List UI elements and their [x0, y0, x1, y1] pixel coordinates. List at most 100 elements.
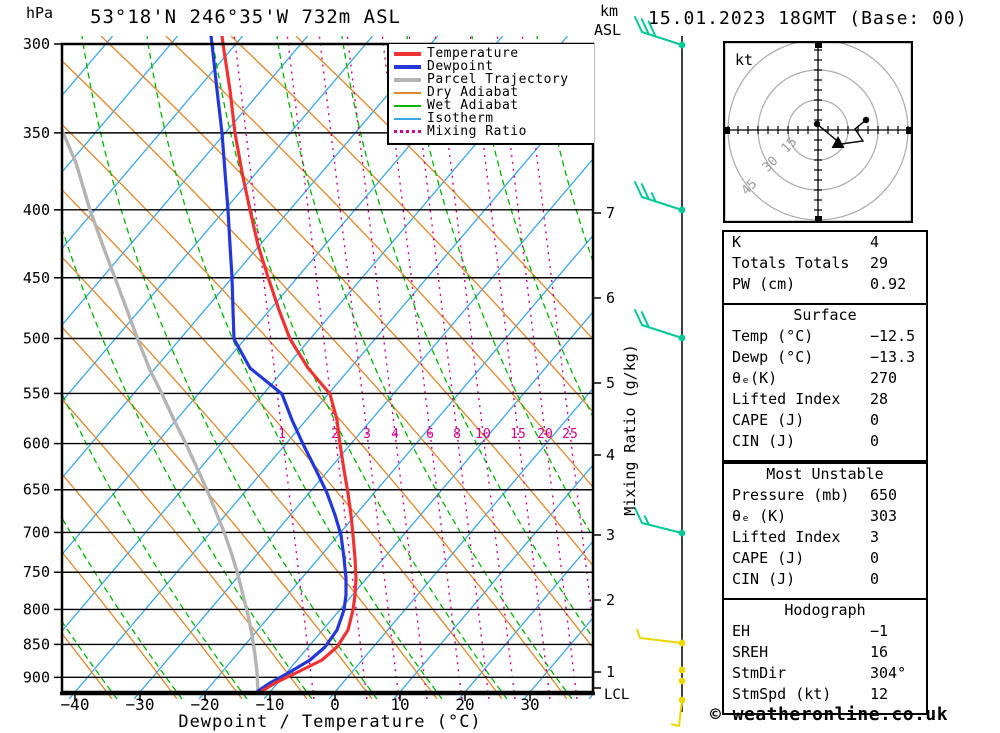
wind-barb: [670, 696, 686, 727]
row-label: Temp (°C): [732, 327, 814, 345]
stats-table-surface: Surface Temp (°C) −12.5 Dewp (°C) −13.3 θₑ(K)…: [722, 303, 928, 462]
dry-adiabat-line: [62, 632, 113, 699]
pressure-tick-label: 650: [23, 481, 50, 499]
row-value: 0.92: [870, 275, 907, 293]
hodograph-ring-label: 15: [779, 135, 801, 157]
row-value: −12.5: [870, 327, 916, 345]
row-label: θₑ (K): [732, 507, 787, 525]
row-label: CIN (J): [732, 432, 796, 450]
temp-tick-label: 0: [330, 695, 340, 714]
legend-entry-temperature: Temperature: [389, 46, 594, 61]
isotherm-line: [458, 540, 593, 699]
row-value: 0: [870, 411, 880, 429]
legend-entry-parcel-trajectory: Parcel Trajectory: [389, 72, 594, 87]
pressure-tick-label: 700: [23, 523, 50, 541]
mixing-ratio-value: 25: [562, 427, 578, 442]
row-label: SREH: [732, 643, 769, 661]
mixing-ratio-value: 4: [391, 427, 399, 442]
dry-adiabat-line: [62, 188, 503, 699]
row-value: 0: [870, 549, 880, 567]
wet-adiabat-line: [341, 36, 593, 639]
legend-label: Temperature: [427, 46, 519, 61]
copyright-credit: © weatheronline.co.uk: [710, 704, 949, 725]
pressure-tick-label: 450: [23, 269, 50, 287]
hodograph-dot-marker: [862, 116, 870, 124]
stats-table-hodograph: Hodograph EH −1 SREH 16 StmDir 304° StmSpd (kt)…: [722, 598, 928, 715]
legend-entry-wet-adiabat: Wet Adiabat: [389, 98, 594, 113]
isotherm-line: [198, 234, 593, 699]
wind-barb: [634, 507, 686, 537]
wind-barb: [636, 628, 686, 647]
legend-label: Wet Adiabat: [427, 98, 519, 113]
row-value: 0: [870, 570, 880, 588]
pressure-tick-label: 400: [23, 201, 50, 219]
pressure-tick-label: 900: [23, 668, 50, 686]
table-row: Temp (°C) −12.5: [724, 326, 926, 347]
table-row: SREH 16: [724, 642, 926, 663]
pressure-tick-label: 750: [23, 563, 50, 581]
row-value: 270: [870, 369, 898, 387]
row-label: Dewp (°C): [732, 348, 814, 366]
row-label: StmSpd (kt): [732, 685, 832, 703]
lcl-label: LCL: [604, 687, 629, 703]
mixing-ratio-line: [233, 36, 315, 699]
legend-label: Mixing Ratio: [427, 124, 527, 139]
row-value: 3: [870, 528, 880, 546]
dry-adiabat-line: [62, 398, 308, 699]
mixing-ratio-value: 1: [278, 427, 286, 442]
mixing-ratio-value: 20: [537, 427, 553, 442]
row-label: Lifted Index: [732, 390, 841, 408]
hodograph-triangle-marker: [831, 136, 845, 148]
km-tick-label: 5: [606, 374, 615, 392]
mixing-ratio-value: 10: [475, 427, 491, 442]
row-value: 28: [870, 390, 889, 408]
isotherm-line: [62, 36, 114, 97]
row-value: −1: [870, 622, 889, 640]
hodograph-trace: [816, 119, 867, 145]
chart-legend: Temperature Dewpoint Parcel Trajectory Dry …: [387, 44, 594, 145]
wet-adiabat-line: [62, 392, 248, 699]
isotherm-line: [68, 81, 593, 699]
hodograph-frame: [723, 41, 913, 223]
hodograph-dot-marker: [813, 120, 821, 128]
isotherm-line: [263, 310, 593, 699]
legend-line-sample: [394, 77, 421, 82]
row-value: −13.3: [870, 348, 916, 366]
row-value: 4: [870, 233, 880, 251]
hodograph-unit-label: kt: [735, 51, 753, 69]
temp-tick-label: −40: [61, 695, 90, 714]
wind-barb: [634, 16, 686, 49]
mixing-ratio-value: 2: [331, 427, 339, 442]
row-label: CAPE (J): [732, 549, 805, 567]
legend-line-sample: [394, 51, 421, 56]
mixing-ratio-value: 3: [363, 427, 371, 442]
hodograph-ring-label: 30: [760, 154, 782, 176]
legend-entry-mixing-ratio: Mixing Ratio: [389, 124, 594, 139]
stats-table-most-unstable: Most Unstable Pressure (mb) 650 θₑ (K) 303 Li…: [722, 462, 928, 600]
pressure-tick-label: 800: [23, 600, 50, 618]
x-axis-title: Dewpoint / Temperature (°C): [178, 712, 482, 732]
temp-tick-label: 10: [390, 695, 409, 714]
table-row: CAPE (J) 0: [724, 410, 926, 431]
temp-tick-label: −20: [191, 695, 220, 714]
temperature-curve: [220, 36, 358, 693]
wind-barb: [634, 181, 686, 214]
row-label: K: [732, 233, 742, 251]
pressure-tick-label: 500: [23, 329, 50, 347]
table-row: Totals Totals 29: [724, 253, 926, 274]
wet-adiabat-line: [276, 36, 573, 699]
row-value: 29: [870, 254, 889, 272]
legend-line-sample: [394, 64, 421, 69]
parcel-trajectory-curve: [62, 128, 260, 693]
legend-label: Isotherm: [427, 111, 494, 126]
row-label: θₑ(K): [732, 369, 778, 387]
table-row: StmDir 304°: [724, 663, 926, 684]
table-header: Most Unstable: [766, 465, 884, 483]
isotherm-line: [328, 387, 593, 699]
table-row: PW (cm) 0.92: [724, 274, 926, 295]
row-value: 16: [870, 643, 889, 661]
legend-label: Parcel Trajectory: [427, 72, 569, 87]
row-value: 0: [870, 432, 880, 450]
table-row: Pressure (mb) 650: [724, 485, 926, 506]
